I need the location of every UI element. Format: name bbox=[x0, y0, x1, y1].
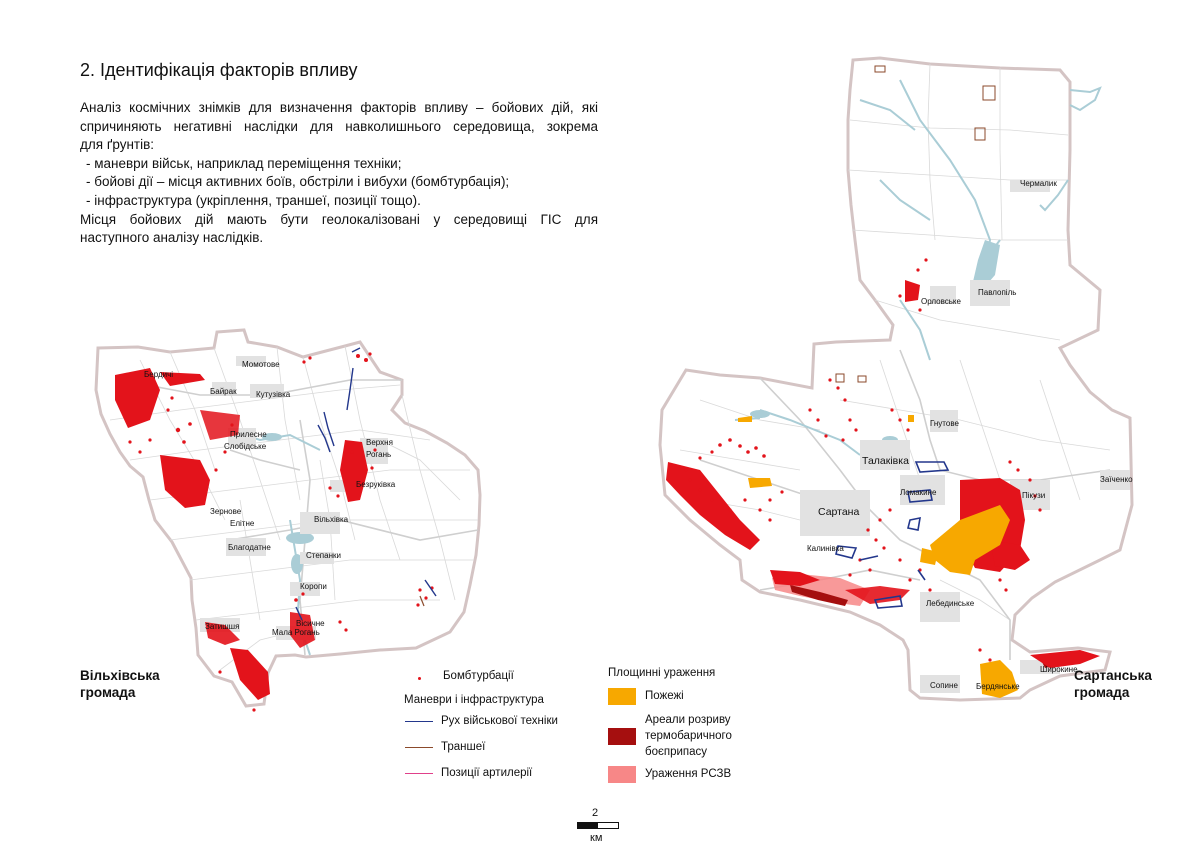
label-lebedynske: Лебединське bbox=[926, 599, 975, 608]
label-slobidske: Слобідське bbox=[224, 442, 267, 451]
intro-bullet: - інфраструктура (укріплення, траншеї, п… bbox=[86, 192, 421, 208]
scale-value: 2 bbox=[592, 807, 599, 819]
legend-mlrs-swatch bbox=[608, 766, 636, 783]
legend-vehicle-label: Рух військової техніки bbox=[441, 715, 558, 727]
legend-fires-label: Пожежі bbox=[645, 690, 684, 702]
scale-bar bbox=[577, 822, 619, 829]
legend-mlrs-label: Ураження РСЗВ bbox=[645, 768, 732, 780]
hromada-left-line2: громада bbox=[80, 685, 136, 700]
label-pikuzy: Пікузи bbox=[1022, 491, 1045, 500]
label-vysichne: Вісичне bbox=[296, 619, 325, 628]
label-blahodatne: Благодатне bbox=[228, 543, 271, 552]
legend-maneuvers-title: Маневри і інфраструктура bbox=[404, 694, 544, 706]
label-berdianske: Бердянське bbox=[976, 682, 1020, 691]
label-bezruky: Безруківка bbox=[356, 480, 396, 489]
label-mala-rohan: Мала Рогань bbox=[272, 628, 320, 637]
intro-text: Аналіз космічних знімків для визначення … bbox=[80, 99, 598, 248]
label-berdychi: Бердичі bbox=[144, 370, 173, 379]
label-verkhnia: Верхня bbox=[366, 438, 393, 447]
page-heading: 2. Ідентифікація факторів впливу bbox=[80, 60, 358, 80]
intro-line: спричиняють негативні наслідки для навко… bbox=[80, 118, 598, 134]
label-shyrokyne: Широкине bbox=[1040, 665, 1078, 674]
label-sartana: Сартана bbox=[818, 506, 859, 518]
legend-bombturbation-symbol bbox=[418, 677, 421, 680]
label-rohanka: Рогань bbox=[366, 450, 391, 459]
legend-artillery-label: Позиції артилерії bbox=[441, 767, 533, 779]
legend-thermobaric-label: Ареали розриву термобаричного боєприпасу bbox=[645, 712, 732, 760]
label-elitne: Елітне bbox=[230, 519, 255, 528]
label-kalinivka: Калинівка bbox=[807, 544, 844, 553]
label-lomakyne: Ломакине bbox=[900, 488, 937, 497]
left-map-boundary bbox=[94, 328, 482, 708]
label-vilkhivka: Вільхівка bbox=[314, 515, 349, 524]
label-momotove: Момотове bbox=[242, 360, 280, 369]
hromada-label-left: Вільхівська громада bbox=[80, 667, 160, 701]
legend-trenches-label: Траншеї bbox=[441, 741, 486, 753]
legend-thermobaric-line1: Ареали розриву bbox=[645, 714, 731, 726]
legend-bombturbation-label: Бомбтурбації bbox=[443, 670, 514, 682]
label-zaichenko: Заїченко bbox=[1100, 475, 1133, 484]
legend-thermobaric-line3: боєприпасу bbox=[645, 746, 708, 758]
label-pavlopil: Павлопіль bbox=[978, 288, 1016, 297]
hromada-right-line2: громада bbox=[1074, 685, 1130, 700]
label-bairak: Байрак bbox=[210, 387, 237, 396]
label-hnutove: Гнутове bbox=[930, 419, 959, 428]
legend-area-title: Площинні ураження bbox=[608, 667, 716, 679]
intro-line: Аналіз космічних знімків для визначення … bbox=[80, 100, 598, 115]
label-zatyshshia: Затишшя bbox=[205, 622, 239, 631]
label-orlovske: Орловське bbox=[921, 297, 962, 306]
hromada-label-right: Сартанська громада bbox=[1074, 667, 1152, 701]
intro-line: Місця бойових дій мають бути геолокалізо… bbox=[80, 211, 598, 227]
legend-fires-swatch bbox=[608, 688, 636, 705]
hromada-left-line1: Вільхівська bbox=[80, 668, 160, 683]
legend-thermobaric-line2: термобаричного bbox=[645, 730, 732, 742]
legend-trenches-symbol bbox=[405, 747, 433, 748]
label-kutuzivka: Кутузівка bbox=[256, 390, 291, 399]
right-map-boundary bbox=[658, 56, 1134, 702]
intro-line: для ґрунтів: bbox=[80, 137, 155, 153]
label-korotych: Коропи bbox=[300, 582, 327, 591]
legend-artillery-symbol bbox=[405, 773, 433, 774]
legend-thermobaric-swatch bbox=[608, 728, 636, 745]
right-map: Чермалик Орловське Павлопіль Гнутове Тал… bbox=[658, 56, 1134, 702]
intro-bullet: - маневри військ, наприклад переміщення … bbox=[86, 155, 402, 171]
hromada-right-line1: Сартанська bbox=[1074, 668, 1152, 683]
intro-line: наступного аналізу наслідків. bbox=[80, 230, 264, 246]
left-map: Бердичі Момотове Байрак Кутузівка Прилес… bbox=[94, 328, 482, 712]
label-chermalyk: Чермалик bbox=[1020, 179, 1057, 188]
label-talakivka: Талаківка bbox=[862, 455, 909, 467]
label-prylesne: Прилесне bbox=[230, 430, 267, 439]
intro-bullet: - бойові дії – місця активних боїв, обст… bbox=[86, 174, 510, 190]
label-stepanky: Степанки bbox=[306, 551, 341, 560]
label-sopyne: Сопине bbox=[930, 681, 958, 690]
label-zernove: Зернове bbox=[210, 507, 242, 516]
legend-vehicle-symbol bbox=[405, 721, 433, 722]
scale-unit: км bbox=[590, 832, 603, 844]
